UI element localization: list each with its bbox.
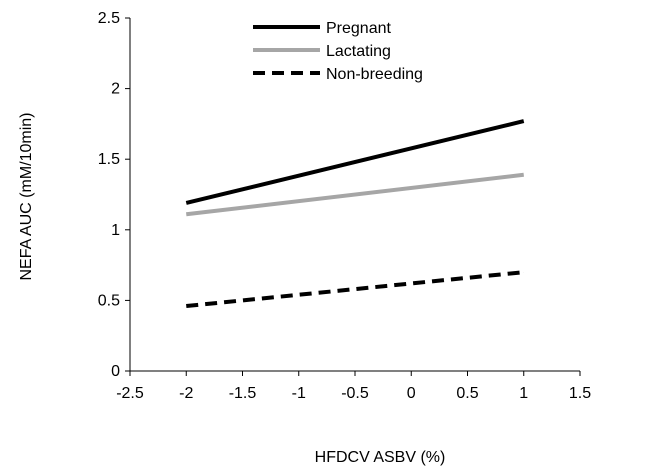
- x-tick-label: -2: [179, 385, 193, 402]
- x-tick-label: -1: [292, 385, 306, 402]
- x-tick-label: -0.5: [341, 385, 369, 402]
- x-tick-label: 0: [407, 385, 416, 402]
- y-tick-label: 0: [111, 363, 120, 380]
- y-tick-label: 2: [111, 81, 120, 98]
- series-line-lactating: [186, 175, 524, 215]
- y-tick-label: 1: [111, 222, 120, 239]
- x-tick-label: 0.5: [456, 385, 478, 402]
- y-axis-title: NEFA AUC (mM/10min): [18, 112, 35, 280]
- series-line-pregnant: [186, 121, 524, 203]
- legend-label: Non-breeding: [326, 66, 423, 83]
- y-tick-label: 0.5: [98, 292, 120, 309]
- plot-area: 0 0.5 1 1.5 2 2.5 -2.5 -2 -1.5 -1 -0.5 0 0.5 1 1.5 Preg…: [98, 10, 591, 402]
- series-line-non-breeding: [186, 272, 524, 306]
- legend-label: Lactating: [326, 43, 391, 60]
- legend-label: Pregnant: [326, 20, 391, 37]
- x-tick-label: 1: [519, 385, 528, 402]
- y-tick-label: 1.5: [98, 151, 120, 168]
- y-tick-label: 2.5: [98, 10, 120, 27]
- x-tick-label: 1.5: [569, 385, 591, 402]
- x-tick-label: -2.5: [116, 385, 144, 402]
- x-axis-title: HFDCV ASBV (%): [315, 449, 446, 466]
- x-tick-label: -1.5: [229, 385, 257, 402]
